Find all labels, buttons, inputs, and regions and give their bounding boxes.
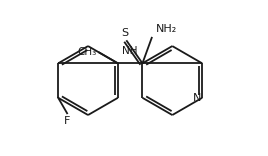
Text: N: N — [192, 93, 201, 103]
Text: CH₃: CH₃ — [78, 47, 97, 57]
Text: NH: NH — [122, 46, 138, 56]
Text: F: F — [64, 116, 70, 126]
Text: NH₂: NH₂ — [156, 24, 177, 34]
Text: S: S — [121, 28, 129, 38]
